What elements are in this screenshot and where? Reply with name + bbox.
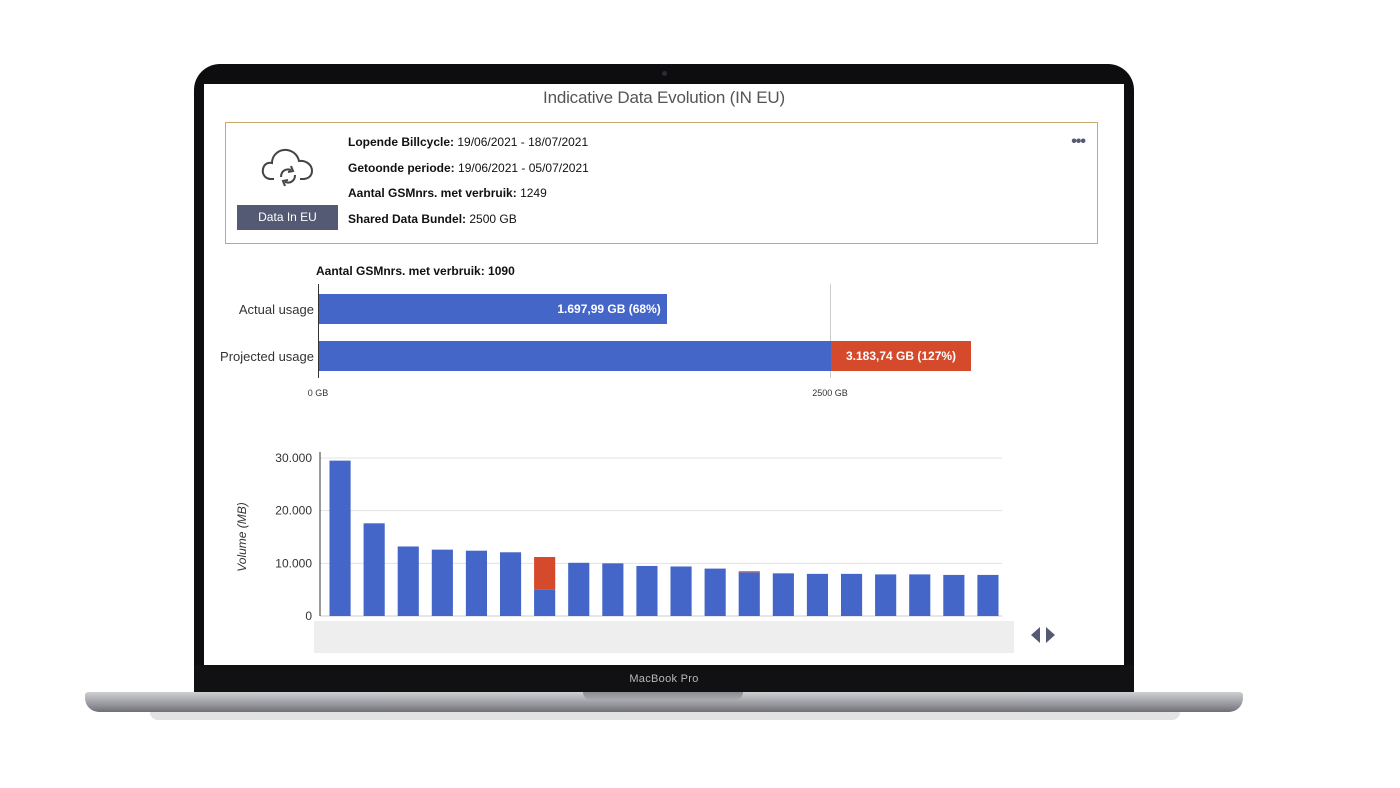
more-options-icon[interactable]: ••• xyxy=(1071,133,1086,150)
actual-usage-bar[interactable] xyxy=(319,294,667,324)
volume-bar xyxy=(977,574,999,616)
info-line-bundle: Shared Data Bundel: 2500 GB xyxy=(348,211,517,226)
usage-heading: Aantal GSMnrs. met verbruik: 1090 xyxy=(316,264,515,278)
y-axis-title: Volume (MB) xyxy=(235,502,249,572)
volume-bar xyxy=(943,574,965,616)
data-in-eu-button[interactable]: Data In EU xyxy=(237,205,338,230)
projected-overflow-bar[interactable] xyxy=(831,341,972,371)
volume-bar xyxy=(806,573,829,616)
usage-bar-chart: Actual usage Projected usage 1.697,99 GB… xyxy=(204,284,1124,414)
brand-label: MacBook Pro xyxy=(629,673,699,685)
actual-usage-value: 1.697,99 GB (68%) xyxy=(557,302,661,316)
volume-bar xyxy=(363,523,385,616)
volume-bar xyxy=(875,574,897,616)
x-axis-scrollbar xyxy=(314,621,1014,653)
usage-tick-label: 2500 GB xyxy=(812,388,848,398)
info-lines: Lopende Billcycle: 19/06/2021 - 18/07/20… xyxy=(348,135,589,237)
volume-bar xyxy=(840,573,863,616)
projected-usage-value: 3.183,74 GB (127%) xyxy=(845,349,957,363)
arrow-left-icon[interactable] xyxy=(1031,627,1040,643)
volume-bar xyxy=(499,552,522,616)
arrow-right-icon[interactable] xyxy=(1046,627,1055,643)
volume-bar xyxy=(534,589,556,616)
volume-column-chart: 0 10.000 20.000 30.000 Volume (MB) xyxy=(235,451,1055,653)
screen: Indicative Data Evolution (IN EU) Data I… xyxy=(204,84,1124,665)
projected-usage-bar[interactable] xyxy=(319,341,831,371)
volume-bar xyxy=(465,550,488,616)
y-tick-label: 10.000 xyxy=(275,556,312,570)
volume-bar xyxy=(636,565,658,616)
volume-bar xyxy=(329,460,351,616)
y-tick-label: 30.000 xyxy=(275,451,312,465)
volume-bar xyxy=(772,573,794,616)
info-card: Data In EU Lopende Billcycle: 19/06/2021… xyxy=(225,122,1098,244)
volume-bar xyxy=(704,568,726,616)
info-line-billcycle: Lopende Billcycle: 19/06/2021 - 18/07/20… xyxy=(348,135,589,149)
cloud-sync-icon xyxy=(261,148,314,187)
bundle-limit-line xyxy=(830,284,831,378)
laptop-chin: MacBook Pro xyxy=(194,665,1134,693)
actual-usage-label: Actual usage xyxy=(238,302,314,317)
volume-bar xyxy=(909,574,931,616)
volume-bar xyxy=(738,572,760,616)
info-line-numbers: Aantal GSMnrs. met verbruik: 1249 xyxy=(348,186,547,200)
projected-usage-label: Projected usage xyxy=(220,349,314,364)
laptop-base xyxy=(85,692,1243,712)
volume-bar xyxy=(568,562,590,616)
volume-over-bar xyxy=(534,557,556,590)
camera-icon xyxy=(662,71,667,76)
volume-bar xyxy=(397,546,419,616)
base-notch xyxy=(583,692,743,700)
volume-over-bar xyxy=(738,571,760,573)
page-title: Indicative Data Evolution (IN EU) xyxy=(543,88,785,107)
usage-axis xyxy=(318,284,319,378)
volume-bar xyxy=(431,549,453,616)
base-shadow xyxy=(150,712,1180,720)
y-tick-label: 20.000 xyxy=(275,504,312,518)
y-tick-label: 0 xyxy=(305,609,312,623)
volume-bar xyxy=(602,563,624,616)
info-line-period: Getoonde periode: 19/06/2021 - 05/07/202… xyxy=(348,160,589,175)
usage-tick-label: 0 GB xyxy=(307,388,329,398)
volume-bar xyxy=(670,566,692,616)
